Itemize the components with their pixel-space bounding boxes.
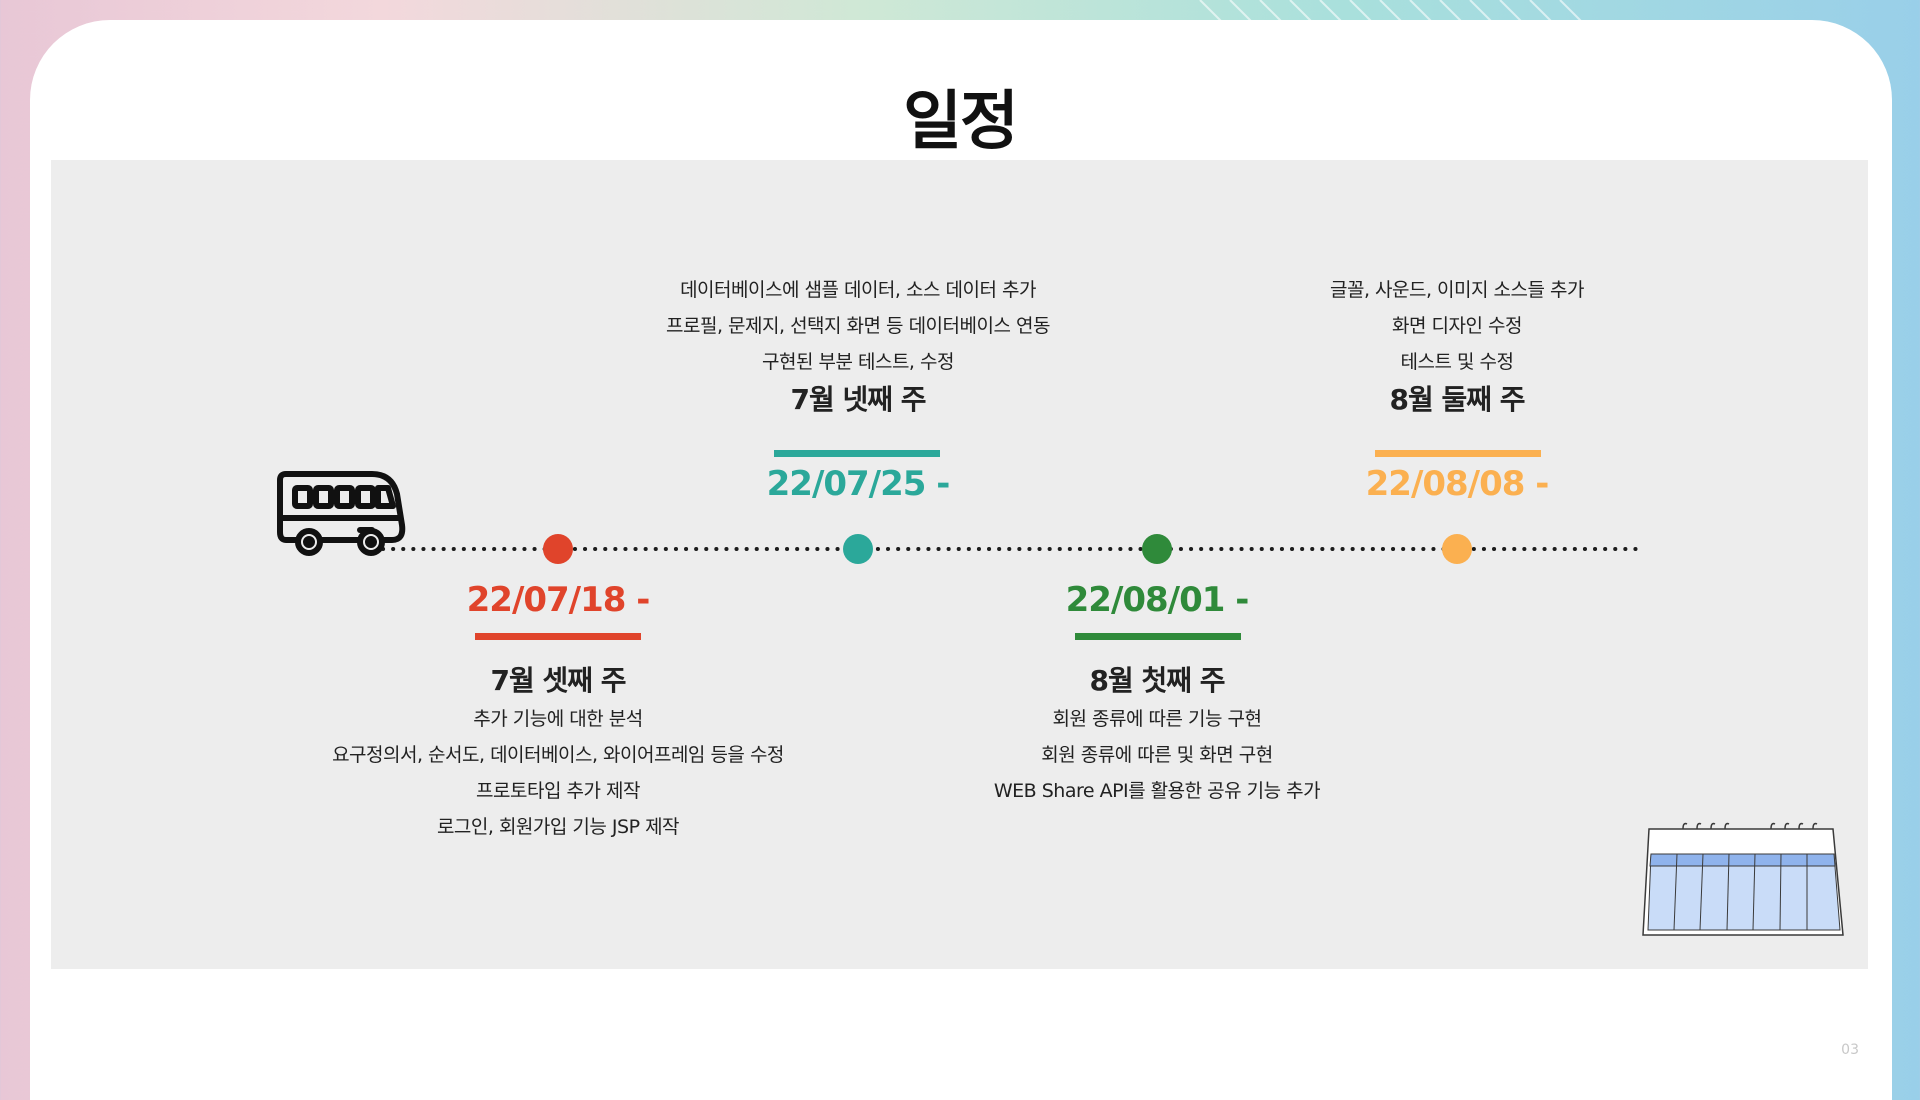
milestone-block-1: 7월 셋째 주 추가 기능에 대한 분석 요구정의서, 순서도, 데이터베이스,… <box>258 661 858 845</box>
milestone-dot-3 <box>1142 534 1172 564</box>
milestone-item: 추가 기능에 대한 분석 <box>473 708 643 730</box>
milestone-item: 회원 종류에 따른 기능 구현 <box>1052 708 1262 730</box>
milestone-block-2: 데이터베이스에 샘플 데이터, 소스 데이터 추가 프로필, 문제지, 선택지 … <box>558 272 1158 420</box>
page-number: 03 <box>1841 1042 1859 1058</box>
milestone-underline-2 <box>774 450 940 457</box>
milestone-date-2: 22/07/25 - <box>766 464 951 504</box>
milestone-item: 글꼴, 사운드, 이미지 소스들 추가 <box>1330 279 1584 301</box>
milestone-item: 데이터베이스에 샘플 데이터, 소스 데이터 추가 <box>680 279 1036 301</box>
milestone-item: 프로토타입 추가 제작 <box>476 780 640 802</box>
page-title: 일정 <box>903 85 1019 159</box>
milestone-dot-4 <box>1442 534 1472 564</box>
milestone-date-4: 22/08/08 - <box>1365 464 1550 504</box>
milestone-item: 화면 디자인 수정 <box>1392 315 1522 337</box>
milestone-item: 로그인, 회원가입 기능 JSP 제작 <box>436 816 680 838</box>
milestone-block-4: 글꼴, 사운드, 이미지 소스들 추가 화면 디자인 수정 테스트 및 수정 8… <box>1157 272 1757 420</box>
milestone-week-2: 7월 넷째 주 <box>790 383 926 416</box>
milestone-week-1: 7월 셋째 주 <box>490 664 626 697</box>
milestone-dot-2 <box>843 534 873 564</box>
milestone-item: 프로필, 문제지, 선택지 화면 등 데이터베이스 연동 <box>666 315 1050 337</box>
milestone-item: 구현된 부분 테스트, 수정 <box>762 351 954 373</box>
bus-icon <box>277 471 406 556</box>
milestone-item: 회원 종류에 따른 및 화면 구현 <box>1041 744 1273 766</box>
milestone-underline-4 <box>1375 450 1541 457</box>
milestone-item: 요구정의서, 순서도, 데이터베이스, 와이어프레임 등을 수정 <box>332 744 784 766</box>
milestone-block-3: 8월 첫째 주 회원 종류에 따른 기능 구현 회원 종류에 따른 및 화면 구… <box>857 661 1457 809</box>
calendar-icon <box>1642 822 1844 936</box>
milestone-date-1: 22/07/18 - <box>466 580 651 620</box>
milestone-week-3: 8월 첫째 주 <box>1089 664 1225 697</box>
milestone-underline-3 <box>1075 633 1241 640</box>
milestone-item: 테스트 및 수정 <box>1400 351 1514 373</box>
milestone-date-3: 22/08/01 - <box>1065 580 1250 620</box>
milestone-underline-1 <box>475 633 641 640</box>
milestone-item: WEB Share API를 활용한 공유 기능 추가 <box>993 780 1321 802</box>
milestone-week-4: 8월 둘째 주 <box>1389 383 1525 416</box>
milestone-dot-1 <box>543 534 573 564</box>
timeline-panel <box>51 160 1868 969</box>
